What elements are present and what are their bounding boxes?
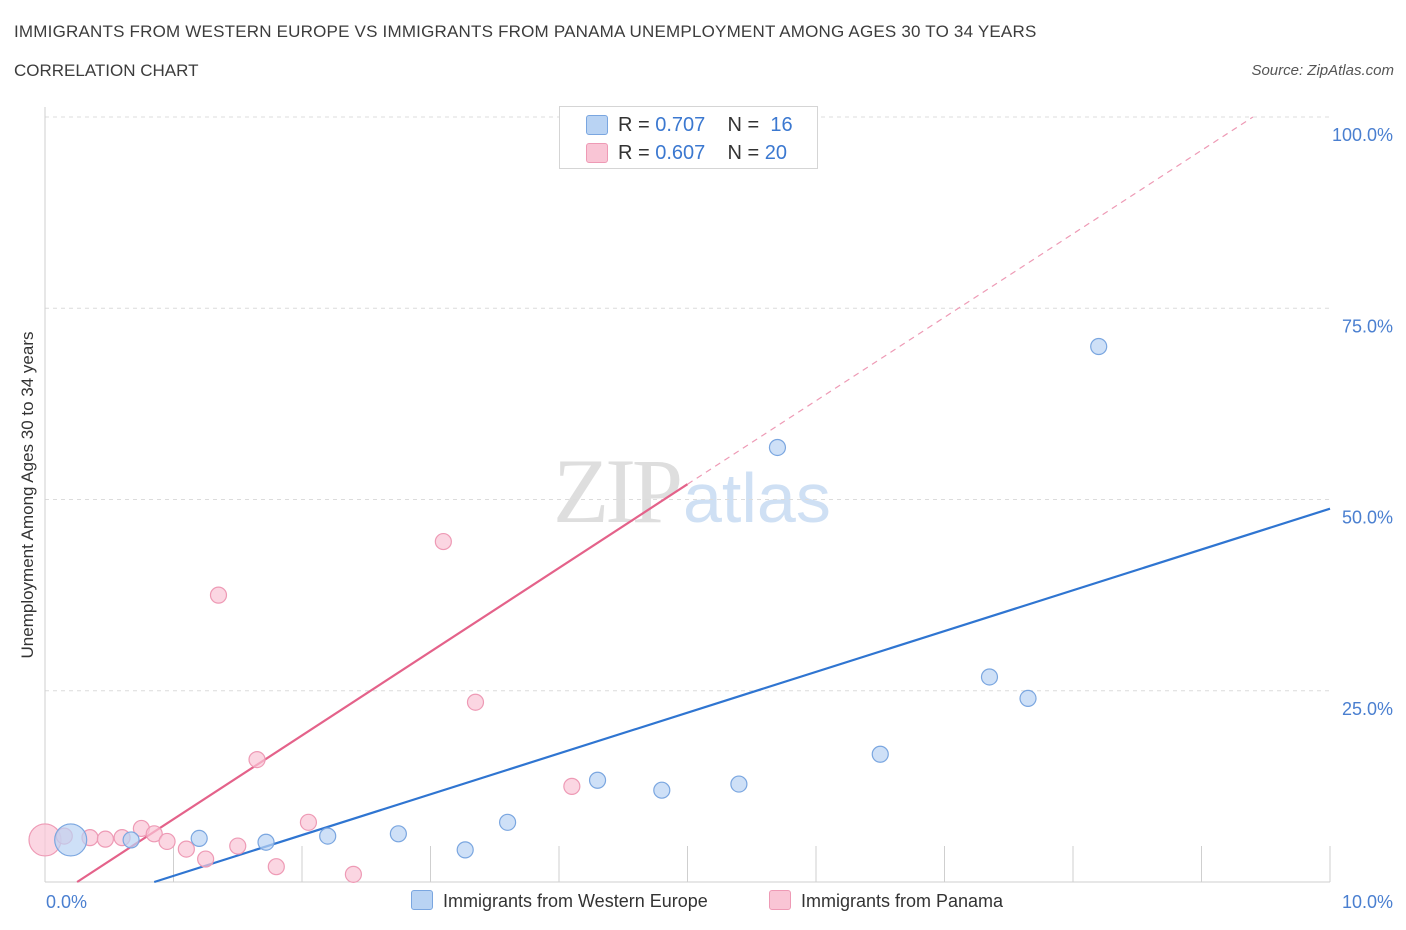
bottom-legend-western-europe: Immigrants from Western Europe xyxy=(411,890,708,912)
series-name-panama: Immigrants from Panama xyxy=(801,891,1004,911)
data-point-panama xyxy=(209,586,228,604)
grid-lines xyxy=(45,116,1330,692)
y-axis-label: Unemployment Among Ages 30 to 34 years xyxy=(18,331,37,659)
legend-n-value-western-europe: 16 xyxy=(770,114,793,136)
trendline-panama-extension xyxy=(687,116,1254,485)
legend-r-value-panama: 0.607 xyxy=(655,142,706,164)
data-point-western-europe xyxy=(653,781,671,799)
correlation-legend: R = 0.707 N = 16 R = 0.607 N = 20 xyxy=(559,106,818,169)
data-point-panama xyxy=(248,750,266,769)
data-point-panama xyxy=(434,532,452,551)
y-tick-label: 50.0% xyxy=(1342,508,1393,528)
legend-r-label: R = xyxy=(618,114,656,136)
data-point-western-europe xyxy=(190,829,208,847)
data-point-western-europe xyxy=(319,827,337,845)
x-tick-label: 10.0% xyxy=(1342,892,1393,912)
data-point-western-europe xyxy=(122,831,140,849)
data-point-panama xyxy=(197,850,215,868)
y-tick-label: 75.0% xyxy=(1342,316,1393,336)
data-point-panama xyxy=(299,813,318,831)
source-note: Source: ZipAtlas.com xyxy=(1251,62,1394,79)
legend-swatch-blue xyxy=(586,115,608,135)
data-point-western-europe xyxy=(768,438,787,457)
data-point-panama xyxy=(563,777,581,795)
data-point-western-europe xyxy=(54,823,88,857)
data-point-panama xyxy=(466,693,485,711)
data-point-western-europe xyxy=(1090,337,1108,356)
bottom-legend-swatch-pink xyxy=(769,890,791,910)
data-point-western-europe xyxy=(1019,689,1037,708)
data-point-western-europe xyxy=(588,771,607,789)
axes xyxy=(44,107,1331,883)
bottom-legend-swatch-blue xyxy=(411,890,433,910)
data-point-western-europe xyxy=(257,833,275,851)
data-point-panama xyxy=(267,858,285,876)
y-tick-label: 25.0% xyxy=(1342,699,1393,719)
trendline-panama xyxy=(76,483,689,883)
data-point-western-europe xyxy=(871,745,889,763)
bottom-legend-panama: Immigrants from Panama xyxy=(769,890,1003,912)
data-point-western-europe xyxy=(980,668,999,686)
data-points xyxy=(28,108,1108,883)
chart-subtitle: CORRELATION CHART xyxy=(14,61,199,80)
series-name-western-europe: Immigrants from Western Europe xyxy=(443,891,708,911)
data-point-panama xyxy=(96,830,114,848)
data-point-western-europe xyxy=(499,813,517,831)
data-point-western-europe xyxy=(456,841,474,859)
data-point-western-europe xyxy=(730,775,748,793)
data-point-panama xyxy=(177,840,195,858)
trend-lines xyxy=(76,116,1331,884)
tick-labels: 25.0% 50.0% 75.0% 100.0% 0.0% 10.0% xyxy=(46,125,1393,912)
trendline-western-europe xyxy=(153,507,1331,884)
data-point-western-europe xyxy=(389,825,407,843)
data-point-panama xyxy=(158,832,176,851)
legend-n-label: N = xyxy=(727,114,765,136)
data-point-panama xyxy=(229,837,247,855)
legend-r-label: R = xyxy=(618,142,656,164)
y-tick-label: 100.0% xyxy=(1332,125,1393,145)
data-point-panama xyxy=(344,865,362,883)
legend-n-label: N = xyxy=(727,142,765,164)
legend-r-value-western-europe: 0.707 xyxy=(655,114,706,136)
legend-swatch-pink xyxy=(586,143,608,163)
data-point-panama xyxy=(145,825,163,843)
chart-title: IMMIGRANTS FROM WESTERN EUROPE VS IMMIGR… xyxy=(14,22,1037,41)
legend-n-value-panama: 20 xyxy=(764,142,788,164)
x-tick-label: 0.0% xyxy=(46,892,87,912)
